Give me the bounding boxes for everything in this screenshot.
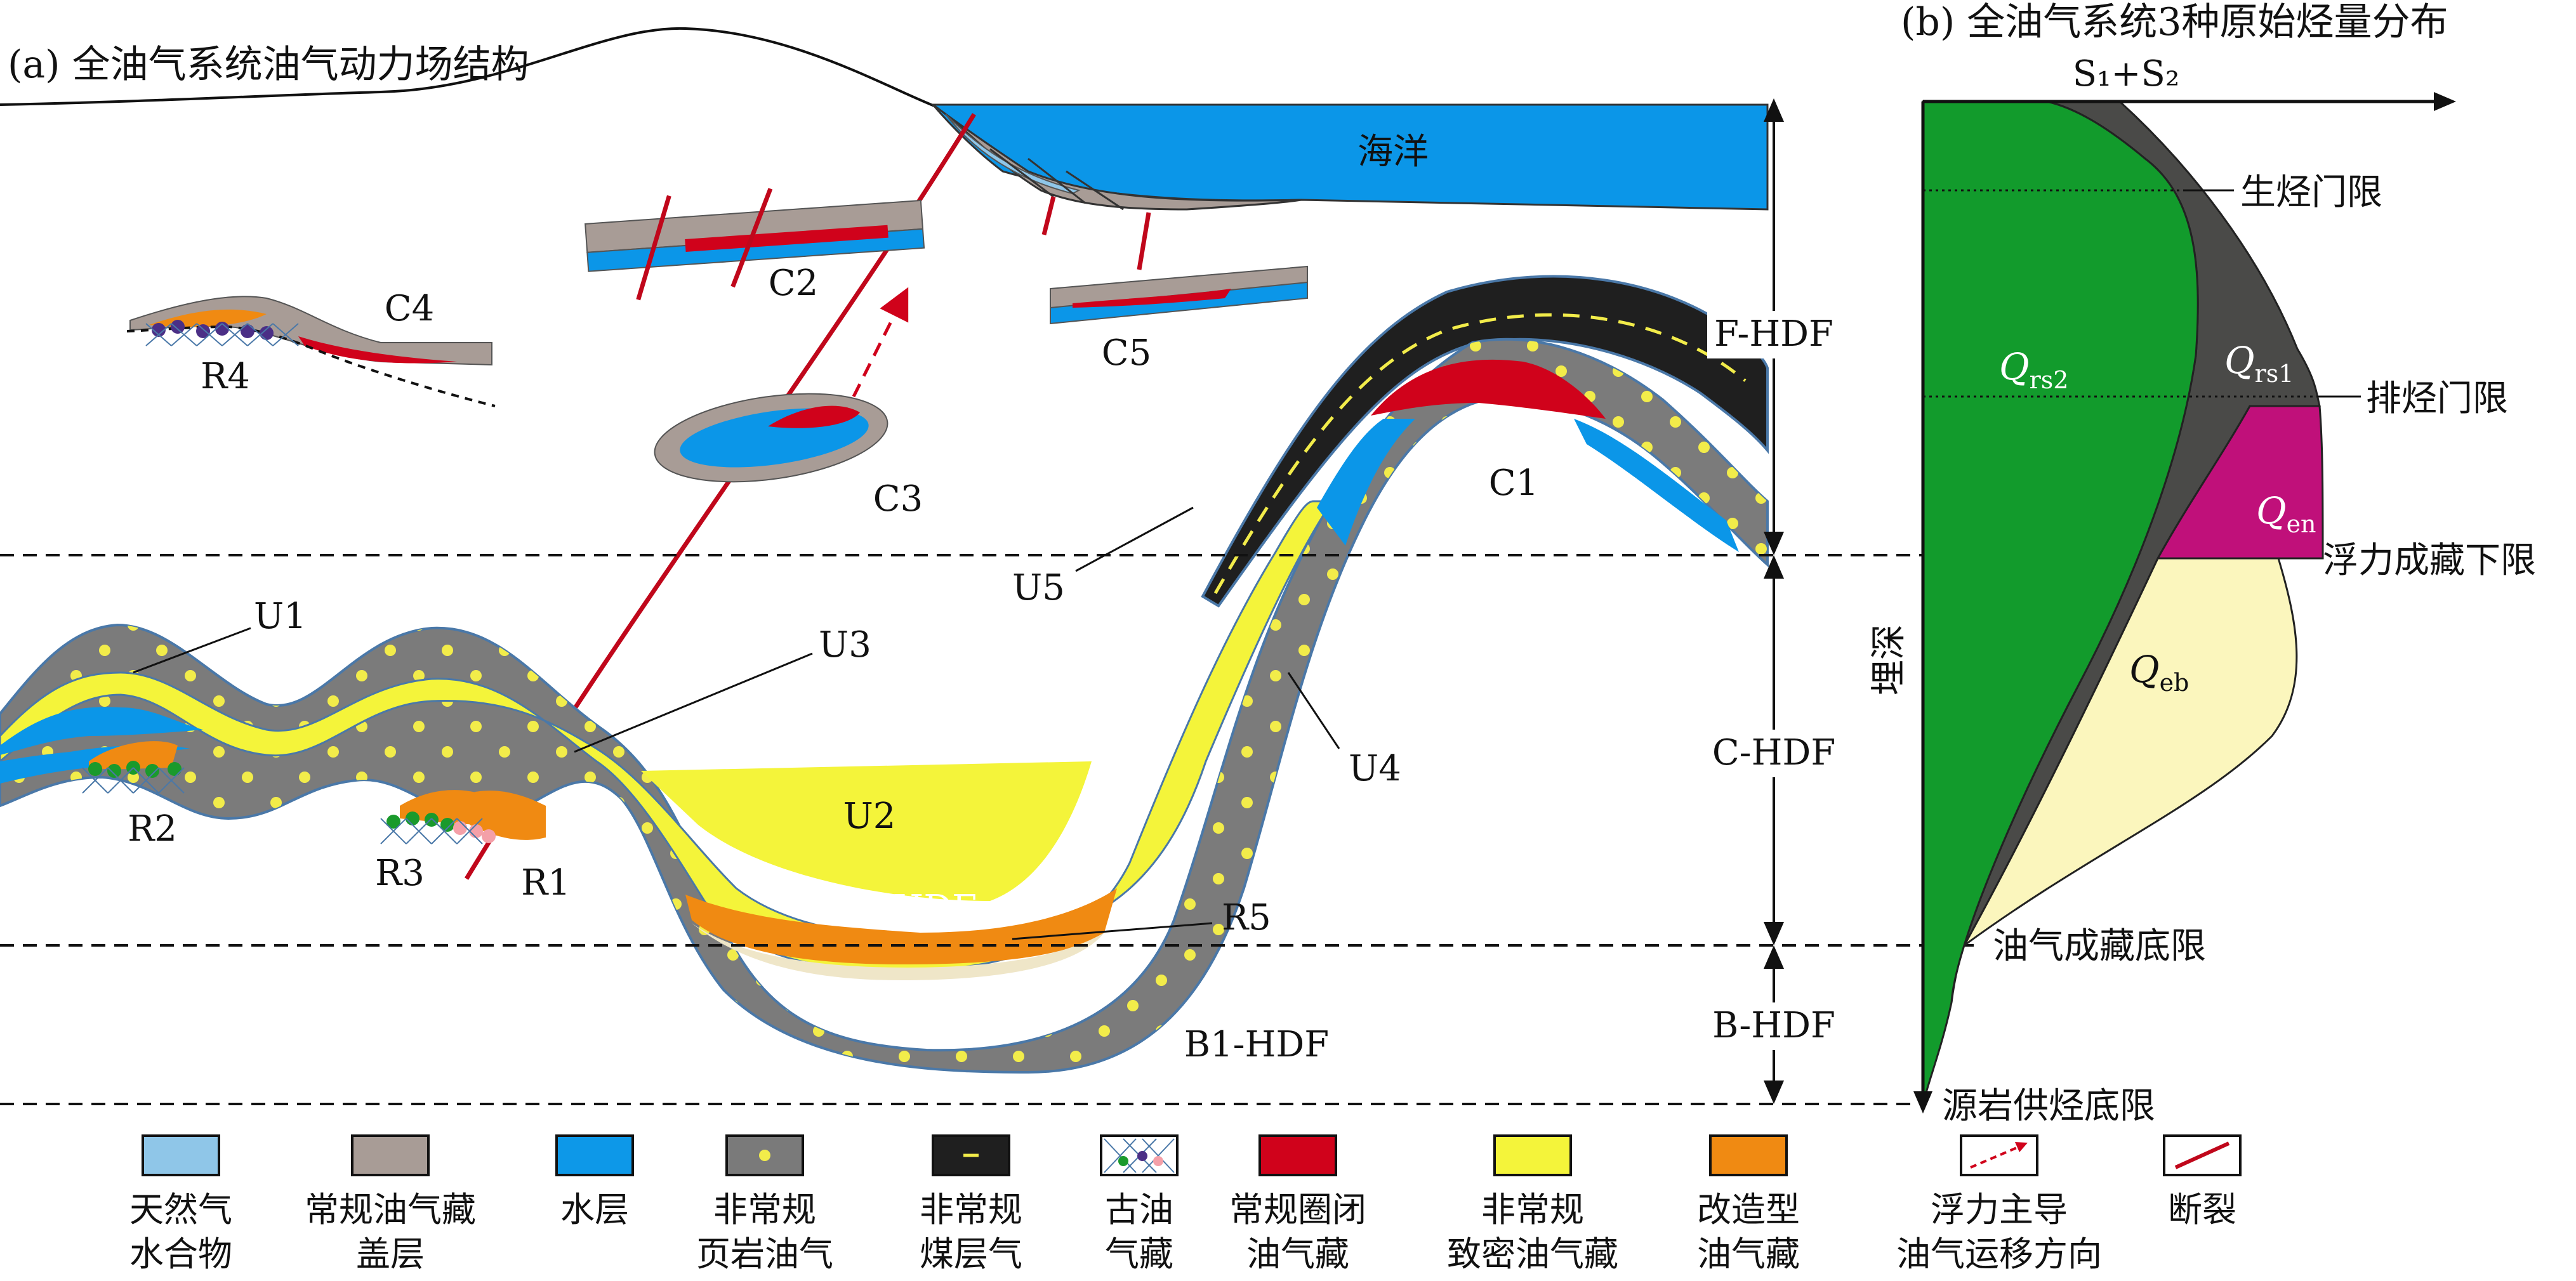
legend-trap: 常规圈闭 油气藏 [1229, 1134, 1366, 1274]
legend-hydrate: 天然气 水合物 [129, 1134, 232, 1274]
label-c4: C4 [385, 288, 434, 329]
label-supply-bottom: 源岩供烃底限 [1942, 1086, 2155, 1127]
svg-text:断裂: 断裂 [2168, 1190, 2236, 1230]
svg-text:非常规: 非常规 [1481, 1190, 1584, 1230]
label-qrs1: Qrs1 [2224, 339, 2294, 388]
modified-reservoir-r3 [400, 790, 489, 825]
panel-b-x-arrow [2434, 92, 2456, 111]
reservoir-c4-r4 [126, 296, 496, 407]
label-expulsion-threshold: 排烃门限 [2366, 378, 2508, 419]
legend-caprock: 常规油气藏 盖层 [305, 1134, 476, 1274]
label-buoyancy-limit: 浮力成藏下限 [2323, 540, 2536, 581]
label-c1: C1 [1489, 463, 1538, 504]
panel-b-x-axis-label: S₁+S₂ [2073, 53, 2180, 95]
zone-c-hdf: C-HDF [1712, 732, 1835, 773]
label-c3: C3 [873, 478, 923, 520]
svg-text:改造型: 改造型 [1697, 1190, 1800, 1230]
legend-migration-arrow: 浮力主导 油气运移方向 [1896, 1134, 2102, 1274]
svg-text:油气藏: 油气藏 [1697, 1234, 1800, 1274]
svg-text:煤层气: 煤层气 [920, 1234, 1022, 1274]
label-qen: Qen [2256, 489, 2316, 538]
label-u4: U4 [1349, 748, 1401, 789]
svg-text:非常规: 非常规 [713, 1190, 816, 1230]
zone-f-hdf: F-HDF [1714, 313, 1833, 355]
fault-small-2 [1137, 212, 1151, 270]
reservoir-c3 [654, 393, 888, 483]
legend-water: 水层 [555, 1134, 634, 1230]
panel-a: (a) 全油气系统油气动力场结构 海洋 C2 [0, 27, 2278, 1105]
svg-text:水层: 水层 [560, 1190, 629, 1230]
reservoir-c5 [1050, 265, 1308, 325]
label-b2-hdf: B2-HDF [832, 888, 977, 929]
label-b1-hdf: B1-HDF [1184, 1024, 1329, 1065]
svg-text:非常规: 非常规 [920, 1190, 1022, 1230]
label-qeb: Qeb [2129, 648, 2189, 697]
svg-text:页岩油气: 页岩油气 [696, 1234, 833, 1274]
legend-tight: 非常规 致密油气藏 [1447, 1134, 1618, 1274]
svg-text:油气藏: 油气藏 [1246, 1234, 1349, 1274]
trap-c1 [1371, 359, 1606, 419]
svg-text:古油: 古油 [1105, 1190, 1173, 1230]
ocean-label: 海洋 [1357, 131, 1429, 173]
legend-paleo: 古油 气藏 [1100, 1134, 1179, 1274]
panel-b: (b) 全油气系统3种原始烃量分布 S₁+S₂ Qrs2 Qrs1 Qen Qe… [1868, 0, 2536, 1127]
label-u1: U1 [254, 596, 307, 637]
migration-arrow [852, 287, 909, 398]
paleo-zone-b2 [692, 923, 1104, 980]
legend-modified: 改造型 油气藏 [1697, 1134, 1800, 1274]
panel-b-y-axis-label: 埋深 [1868, 624, 1910, 695]
ocean: 海洋 [930, 103, 1769, 211]
svg-text:致密油气藏: 致密油气藏 [1447, 1234, 1618, 1274]
label-r5: R5 [1222, 897, 1271, 938]
label-c5: C5 [1102, 332, 1151, 374]
fault-small-1 [1041, 196, 1056, 235]
label-generation-threshold: 生烃门限 [2240, 172, 2382, 213]
svg-text:常规圈闭: 常规圈闭 [1229, 1190, 1366, 1230]
svg-text:天然气: 天然气 [129, 1190, 232, 1230]
label-r4: R4 [201, 356, 250, 397]
zone-arrows [1763, 98, 1785, 1105]
label-c2: C2 [769, 263, 818, 304]
water-layer-c1 [1317, 419, 1415, 546]
label-r2: R2 [128, 808, 177, 850]
tight-oil-layer [0, 500, 1335, 972]
legend-shale: 非常规 页岩油气 [696, 1134, 833, 1274]
label-u2: U2 [843, 796, 896, 837]
panel-b-y-arrow [1913, 1091, 1932, 1113]
water-layer-c1-right [1574, 419, 1739, 552]
svg-text:盖层: 盖层 [356, 1234, 425, 1274]
svg-text:常规油气藏: 常规油气藏 [305, 1190, 476, 1230]
label-u5: U5 [1012, 567, 1065, 608]
label-u3: U3 [819, 624, 871, 666]
svg-text:油气运移方向: 油气运移方向 [1896, 1234, 2102, 1274]
label-r1: R1 [521, 862, 571, 903]
label-r3: R3 [375, 853, 425, 894]
legend-coal: 非常规 煤层气 [920, 1134, 1022, 1274]
svg-text:浮力主导: 浮力主导 [1931, 1190, 2068, 1230]
reservoir-c2 [585, 188, 925, 301]
panel-b-title: (b) 全油气系统3种原始烃量分布 [1901, 0, 2448, 44]
zone-b-hdf: B-HDF [1712, 1005, 1835, 1046]
coal-bed [1201, 275, 1769, 608]
land-surface-line [0, 27, 940, 109]
water-layer-left [0, 707, 203, 755]
svg-text:水合物: 水合物 [129, 1234, 232, 1274]
panel-a-title: (a) 全油气系统油气动力场结构 [8, 43, 529, 87]
paleo-reservoir-r3 [380, 811, 496, 844]
svg-text:气藏: 气藏 [1105, 1234, 1173, 1274]
reservoir-r2 [82, 741, 185, 794]
u2-tight-reservoir [641, 761, 1092, 901]
label-accumulation-bottom: 油气成藏底限 [1993, 926, 2206, 967]
label-qrs2: Qrs2 [1999, 345, 2068, 394]
legend-fault: 断裂 [2163, 1134, 2242, 1230]
region-qrs2 [1922, 100, 2199, 1105]
legend: 天然气 水合物 常规油气藏 盖层 水层 非常规 页岩油气 非常规 煤层气 [129, 1134, 2242, 1274]
